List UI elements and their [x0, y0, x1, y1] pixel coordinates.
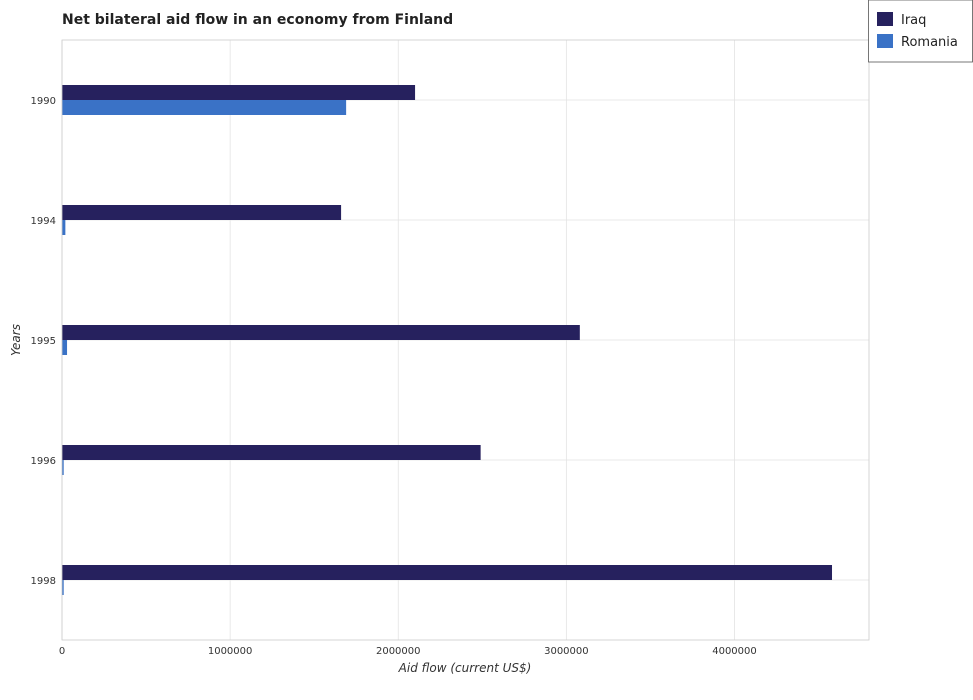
legend-box	[868, 0, 973, 63]
y-tick-label: 1990	[31, 96, 56, 107]
x-axis-ticks: 0 1000000 2000000 3000000 4000000	[59, 646, 757, 657]
plot-frame	[61, 39, 870, 641]
y-axis-label: Years	[9, 324, 23, 356]
bar-romania-1990	[62, 100, 347, 115]
bar-romania-1994	[62, 220, 66, 235]
y-tick-label: 1996	[31, 456, 56, 467]
bar-romania-1998	[62, 580, 64, 595]
legend-label-romania: Romania	[901, 35, 958, 50]
bar-iraq-1990	[62, 85, 416, 100]
bar-iraq-1996	[62, 445, 481, 460]
x-tick-label: 2000000	[376, 646, 421, 657]
y-tick-label: 1998	[31, 576, 56, 587]
bar-iraq-1995	[62, 325, 580, 340]
bar-iraq-1998	[62, 565, 833, 580]
y-axis-ticks: 1990 1994 1995 1996 1998	[31, 96, 56, 587]
bar-romania-1996	[62, 460, 64, 475]
x-tick-label: 4000000	[712, 646, 757, 657]
y-tick-label: 1995	[31, 336, 56, 347]
legend-label-iraq: Iraq	[901, 13, 926, 28]
x-tick-label: 3000000	[544, 646, 589, 657]
chart-title: Net bilateral aid flow in an economy fro…	[62, 12, 453, 28]
x-axis-label: Aid flow (current US$)	[398, 661, 532, 675]
x-tick-label: 0	[59, 646, 65, 657]
x-tick-label: 1000000	[208, 646, 253, 657]
legend-swatch-romania	[877, 34, 893, 48]
bar-iraq-1994	[62, 205, 342, 220]
y-tick-label: 1994	[31, 216, 56, 227]
legend: Iraq Romania	[868, 0, 973, 63]
legend-swatch-iraq	[877, 12, 893, 26]
bars-group	[62, 85, 833, 595]
bar-romania-1995	[62, 340, 68, 355]
